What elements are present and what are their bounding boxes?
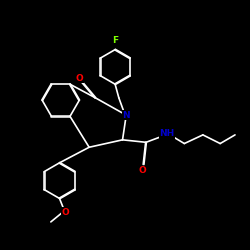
Text: O: O [62,208,70,216]
Text: N: N [122,110,130,120]
Text: O: O [76,74,83,82]
Text: NH: NH [160,129,175,138]
Text: O: O [138,166,146,175]
Text: F: F [112,36,118,46]
